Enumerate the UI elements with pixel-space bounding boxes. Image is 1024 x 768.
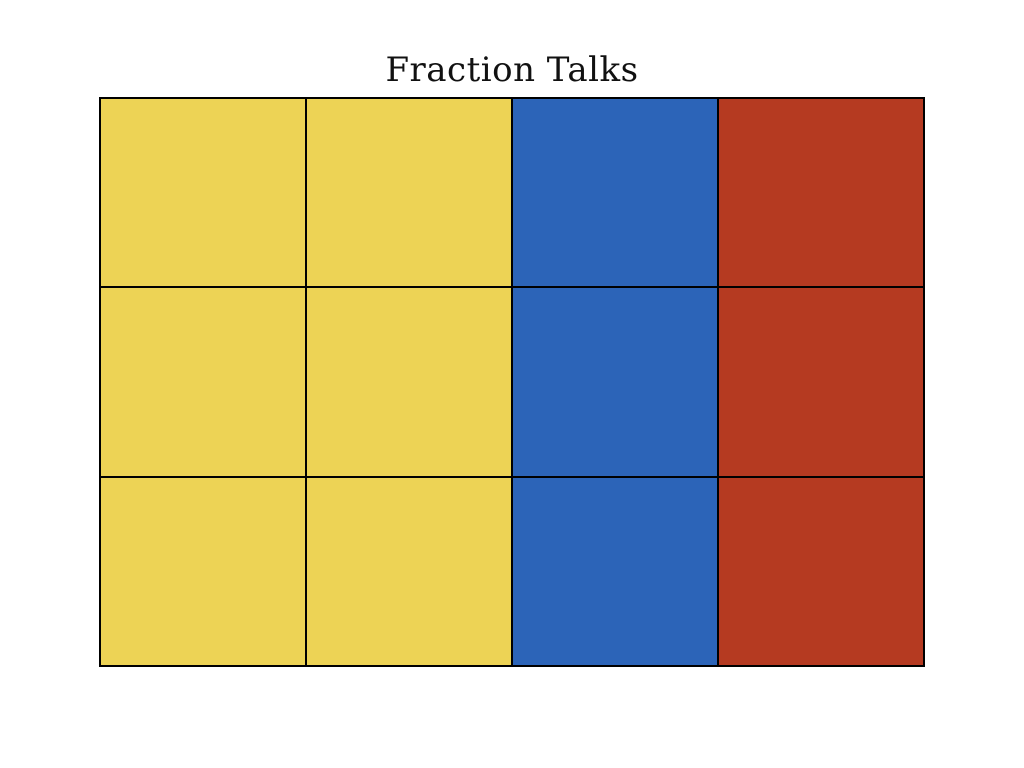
- grid-cell-r1-c2-yellow: [307, 99, 511, 287]
- grid-cell-r3-c2-yellow: [307, 477, 511, 665]
- grid-cell-r3-c1-yellow: [101, 477, 305, 665]
- page-title: Fraction Talks: [385, 50, 639, 90]
- grid-cell-r2-c3-blue: [513, 288, 717, 476]
- grid-cell-r2-c1-yellow: [101, 288, 305, 476]
- fraction-grid: [99, 97, 925, 667]
- grid-cell-r3-c3-blue: [513, 477, 717, 665]
- grid-cell-r3-c4-red: [719, 477, 923, 665]
- grid-cell-r1-c1-yellow: [101, 99, 305, 287]
- grid-cell-r1-c3-blue: [513, 99, 717, 287]
- grid-cell-r1-c4-red: [719, 99, 923, 287]
- grid-cell-r2-c2-yellow: [307, 288, 511, 476]
- grid-cell-r2-c4-red: [719, 288, 923, 476]
